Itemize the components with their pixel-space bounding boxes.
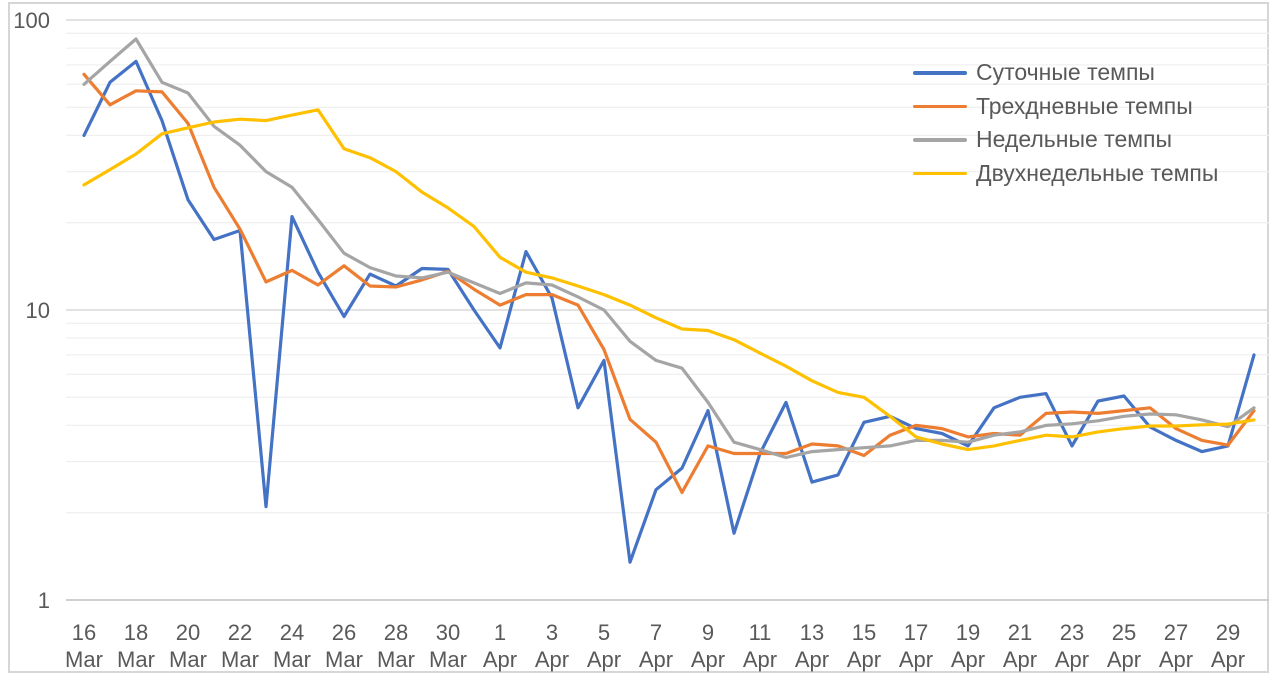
legend-line-swatch xyxy=(913,138,967,142)
x-tick-month: Apr xyxy=(951,647,985,672)
x-tick-month: Apr xyxy=(1211,647,1245,672)
x-tick-month: Apr xyxy=(691,647,725,672)
x-tick-day: 22 xyxy=(228,620,252,645)
y-axis-labels: 1 10 100 xyxy=(13,8,50,613)
x-tick-month: Mar xyxy=(221,647,259,672)
x-tick-month: Apr xyxy=(899,647,933,672)
x-tick-day: 7 xyxy=(650,620,662,645)
legend-label: Двухнедельные темпы xyxy=(976,160,1219,187)
legend-item-three-day: Трехдневные темпы xyxy=(913,90,1218,124)
legend-label: Трехдневные темпы xyxy=(976,92,1193,119)
x-tick-month: Mar xyxy=(429,647,467,672)
x-tick-day: 21 xyxy=(1008,620,1032,645)
x-tick-day: 15 xyxy=(852,620,876,645)
chart-legend: Суточные темпы Трехдневные темпы Недельн… xyxy=(913,56,1218,190)
x-tick-month: Apr xyxy=(795,647,829,672)
x-tick-day: 24 xyxy=(280,620,304,645)
x-tick-month: Apr xyxy=(483,647,517,672)
x-tick-day: 1 xyxy=(494,620,506,645)
x-tick-day: 17 xyxy=(904,620,928,645)
x-tick-day: 13 xyxy=(800,620,824,645)
series-line-1 xyxy=(82,72,1256,494)
x-tick-month: Apr xyxy=(1055,647,1089,672)
series-line-2 xyxy=(82,37,1256,460)
minor-gridlines xyxy=(66,32,1269,514)
y-tick-label: 100 xyxy=(13,8,50,33)
x-tick-month: Mar xyxy=(169,647,207,672)
legend-item-daily: Суточные темпы xyxy=(913,56,1218,90)
x-axis-labels: 16Mar18Mar20Mar22Mar24Mar26Mar28Mar30Mar… xyxy=(65,620,1245,672)
x-tick-day: 20 xyxy=(176,620,200,645)
x-tick-day: 3 xyxy=(546,620,558,645)
legend-label: Недельные темпы xyxy=(976,126,1173,153)
x-tick-month: Mar xyxy=(273,647,311,672)
x-tick-day: 11 xyxy=(749,620,772,645)
x-tick-day: 28 xyxy=(384,620,408,645)
major-gridlines xyxy=(66,19,1269,311)
x-tick-month: Apr xyxy=(535,647,569,672)
x-tick-month: Apr xyxy=(639,647,673,672)
x-tick-day: 27 xyxy=(1164,620,1188,645)
x-tick-month: Apr xyxy=(1107,647,1141,672)
legend-item-two-week: Двухнедельные темпы xyxy=(913,157,1218,191)
x-tick-day: 19 xyxy=(956,620,980,645)
legend-line-swatch xyxy=(913,171,967,176)
x-tick-month: Apr xyxy=(1159,647,1193,672)
series-lines xyxy=(82,37,1256,564)
x-tick-day: 25 xyxy=(1112,620,1136,645)
x-tick-day: 29 xyxy=(1216,620,1240,645)
y-tick-label: 10 xyxy=(26,298,50,323)
legend-label: Суточные темпы xyxy=(976,59,1155,86)
x-tick-month: Mar xyxy=(65,647,103,672)
series-line-3 xyxy=(82,108,1256,452)
x-tick-day: 16 xyxy=(72,620,96,645)
x-tick-day: 30 xyxy=(436,620,460,645)
x-tick-month: Mar xyxy=(325,647,363,672)
x-tick-month: Mar xyxy=(377,647,415,672)
x-tick-month: Apr xyxy=(743,647,777,672)
x-tick-day: 18 xyxy=(124,620,148,645)
x-tick-month: Apr xyxy=(847,647,881,672)
legend-item-weekly: Недельные темпы xyxy=(913,123,1218,157)
legend-line-swatch xyxy=(913,71,967,75)
series-line-0 xyxy=(82,59,1256,564)
x-tick-month: Mar xyxy=(117,647,155,672)
x-tick-day: 26 xyxy=(332,620,356,645)
x-tick-month: Apr xyxy=(1003,647,1037,672)
y-tick-label: 1 xyxy=(38,588,50,613)
x-tick-month: Apr xyxy=(587,647,621,672)
x-tick-day: 5 xyxy=(598,620,610,645)
x-tick-day: 9 xyxy=(702,620,714,645)
x-tick-day: 23 xyxy=(1060,620,1084,645)
legend-line-swatch xyxy=(913,104,967,109)
